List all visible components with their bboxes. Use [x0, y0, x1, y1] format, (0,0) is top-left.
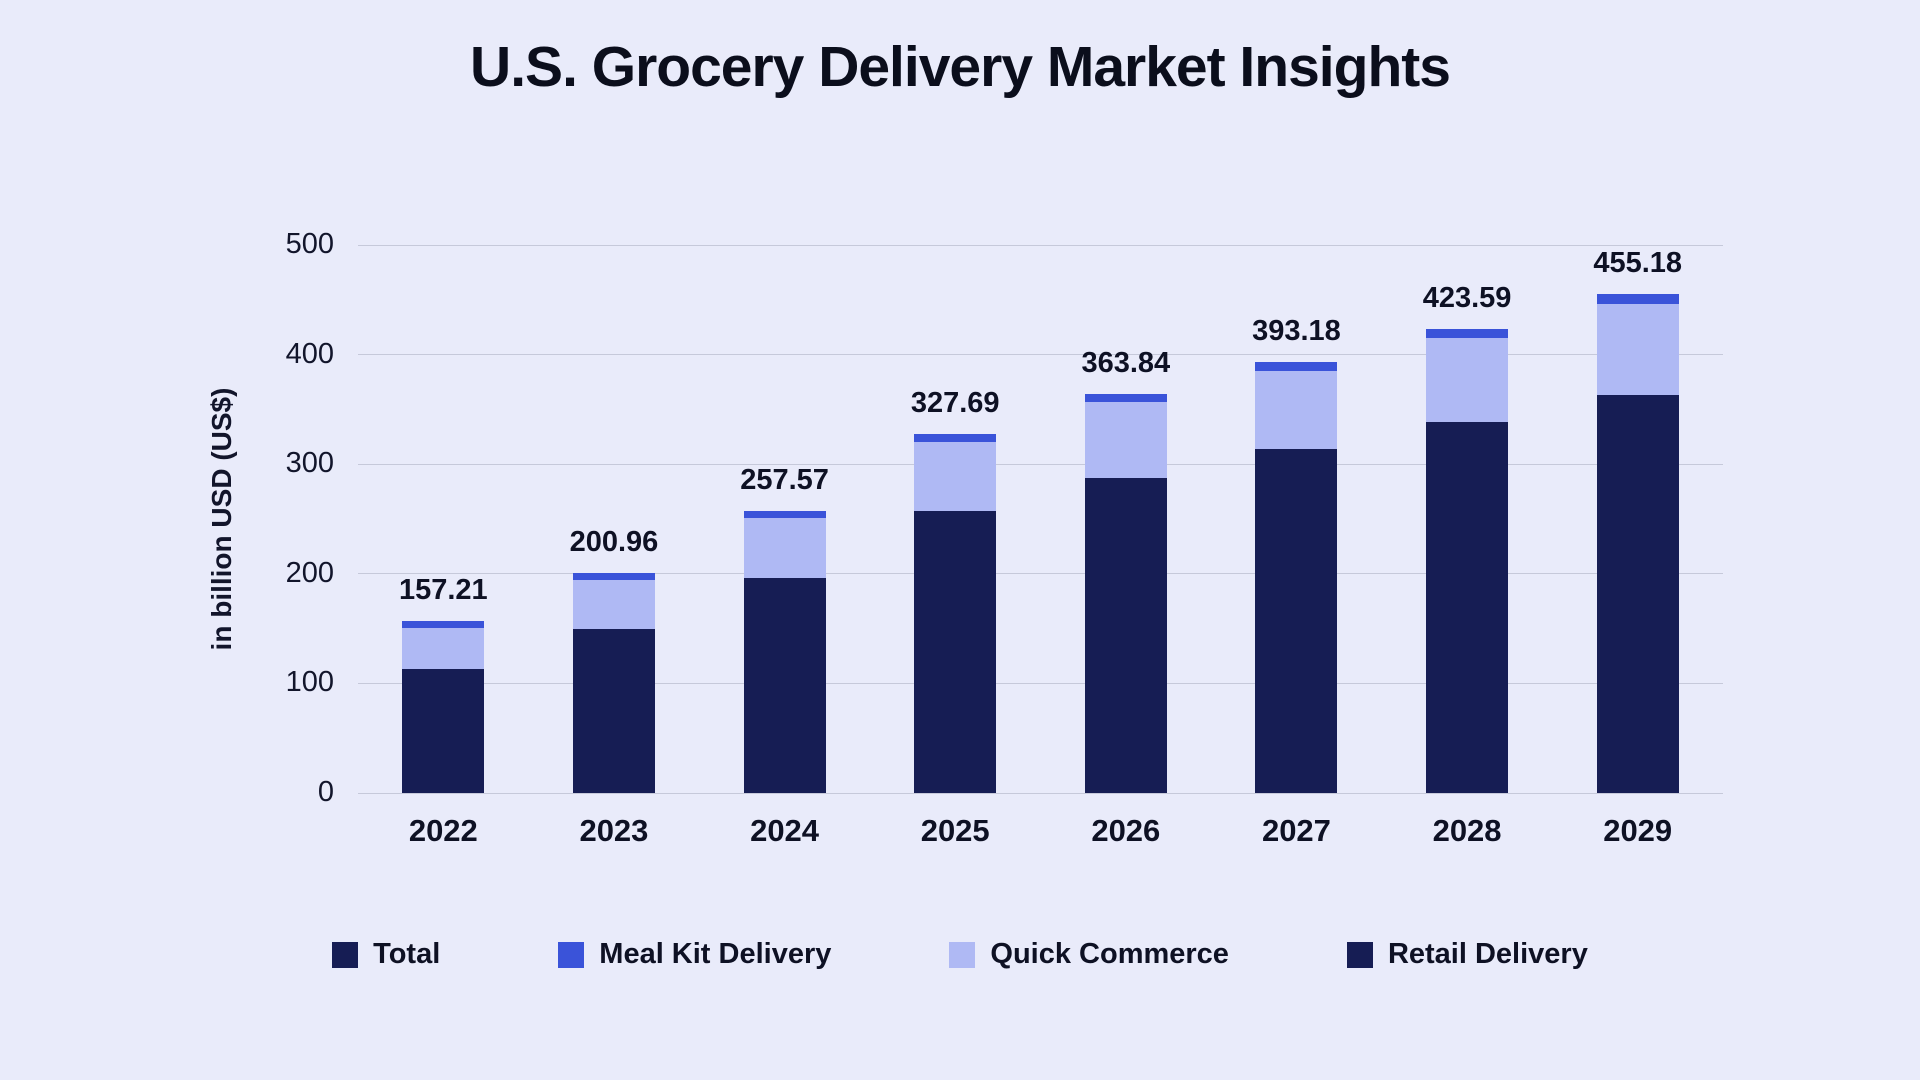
- x-tick-label-2028: 2028: [1432, 813, 1502, 848]
- bar-stack-2025: [914, 433, 997, 793]
- bar-segment-meal-kit-delivery-2023: [572, 572, 655, 580]
- bar-segment-quick-commerce-2022: [402, 627, 485, 670]
- legend-label: Quick Commerce: [990, 938, 1229, 970]
- x-tick-label-2025: 2025: [920, 813, 990, 848]
- gridline-400: [358, 354, 1723, 356]
- bar-column-2023: 200.96 2023: [529, 245, 700, 848]
- bar-segment-quick-commerce-2026: [1084, 402, 1167, 478]
- legend-label: Meal Kit Delivery: [599, 938, 832, 970]
- bar-stack-2024: [743, 510, 826, 793]
- bar-segment-meal-kit-delivery-2028: [1426, 328, 1509, 338]
- bar-column-2024: 257.57 2024: [699, 245, 870, 848]
- bar-segment-retail-delivery-2026: [1084, 477, 1167, 793]
- bar-column-2029: 455.18 2029: [1552, 245, 1723, 848]
- bar-segment-meal-kit-delivery-2022: [402, 620, 485, 628]
- legend-label: Total: [373, 938, 441, 970]
- bar-total-label-2026: 363.84: [1081, 347, 1171, 380]
- bar-segment-quick-commerce-2024: [743, 517, 826, 578]
- y-axis-title: in billion USD (US$): [206, 387, 237, 651]
- bar-total-label-2024: 257.57: [740, 463, 829, 496]
- bar-stack-2023: [572, 572, 655, 793]
- bar-total-label-2028: 423.59: [1422, 281, 1512, 314]
- y-tick-label-500: 500: [285, 228, 334, 260]
- bar-segment-retail-delivery-2023: [572, 629, 655, 793]
- y-tick-label-300: 300: [285, 447, 334, 480]
- bar-column-2022: 157.21 2022: [358, 245, 529, 848]
- bar-segment-meal-kit-delivery-2026: [1084, 394, 1167, 403]
- bar-total-label-2027: 393.18: [1252, 315, 1341, 348]
- gridline-300: [358, 463, 1723, 465]
- bar-segment-quick-commerce-2028: [1426, 337, 1509, 423]
- bar-stack-2022: [402, 620, 485, 793]
- bar-segment-meal-kit-delivery-2025: [914, 433, 997, 442]
- x-tick-label-2023: 2023: [579, 813, 649, 848]
- bar-stack-2026: [1084, 394, 1167, 793]
- bar-column-2025: 327.69 2025: [870, 245, 1041, 848]
- bar-segment-retail-delivery-2028: [1426, 422, 1509, 793]
- legend-label: Retail Delivery: [1387, 938, 1588, 970]
- bar-segment-quick-commerce-2029: [1596, 303, 1679, 395]
- x-tick-label-2026: 2026: [1091, 813, 1161, 848]
- legend-item-total: Total: [332, 938, 440, 971]
- bar-total-label-2029: 455.18: [1593, 247, 1683, 280]
- plot-area: 0 100 200 300 400 500 157.21 2022 200.96 2023 257…: [286, 230, 1723, 848]
- legend-swatch-icon: [1346, 941, 1373, 968]
- bar-column-2028: 423.59 2028: [1382, 245, 1553, 848]
- x-tick-label-2027: 2027: [1261, 813, 1331, 848]
- bar-stack-2028: [1426, 328, 1509, 793]
- legend-item-quick-commerce: Quick Commerce: [949, 938, 1229, 971]
- bar-segment-retail-delivery-2029: [1596, 394, 1679, 793]
- y-tick-label-0: 0: [317, 776, 334, 808]
- bar-segment-retail-delivery-2022: [402, 669, 485, 793]
- bar-segment-meal-kit-delivery-2024: [743, 510, 826, 518]
- x-tick-label-2024: 2024: [750, 813, 820, 848]
- bar-column-2027: 393.18 2027: [1211, 245, 1382, 848]
- bar-segment-retail-delivery-2027: [1255, 449, 1338, 793]
- x-tick-label-2022: 2022: [408, 813, 478, 848]
- gridline-500: [358, 244, 1723, 246]
- gridline-100: [358, 682, 1723, 684]
- legend-swatch-icon: [558, 941, 585, 968]
- y-tick-label-100: 100: [285, 666, 334, 699]
- legend-swatch-icon: [332, 941, 359, 968]
- legend-item-retail-delivery: Retail Delivery: [1346, 938, 1588, 971]
- bar-stack-2027: [1255, 362, 1338, 793]
- bar-column-2026: 363.84 2026: [1041, 245, 1212, 848]
- y-tick-label-400: 400: [285, 337, 334, 370]
- bar-segment-quick-commerce-2027: [1255, 370, 1338, 450]
- legend: Total Meal Kit Delivery Quick Commerce Reta…: [0, 938, 1920, 971]
- legend-item-meal-kit-delivery: Meal Kit Delivery: [558, 938, 831, 971]
- bars-layer: 157.21 2022 200.96 2023 257.57 2024 327.69 2025…: [358, 245, 1723, 848]
- bar-total-label-2022: 157.21: [398, 573, 488, 606]
- chart-title: U.S. Grocery Delivery Market Insights: [470, 35, 1451, 99]
- bar-segment-quick-commerce-2025: [914, 441, 997, 511]
- bar-stack-2029: [1596, 294, 1679, 793]
- bar-segment-meal-kit-delivery-2029: [1596, 294, 1679, 304]
- bar-total-label-2023: 200.96: [569, 525, 659, 558]
- y-tick-label-200: 200: [285, 556, 334, 589]
- bar-total-label-2025: 327.69: [910, 386, 1000, 419]
- bar-segment-meal-kit-delivery-2027: [1255, 362, 1338, 371]
- gridline-200: [358, 573, 1723, 575]
- bar-segment-retail-delivery-2024: [743, 577, 826, 793]
- gridline-0: [358, 792, 1723, 794]
- legend-swatch-icon: [949, 941, 976, 968]
- bar-segment-quick-commerce-2023: [572, 579, 655, 630]
- x-tick-label-2029: 2029: [1603, 813, 1673, 848]
- bar-segment-retail-delivery-2025: [914, 510, 997, 793]
